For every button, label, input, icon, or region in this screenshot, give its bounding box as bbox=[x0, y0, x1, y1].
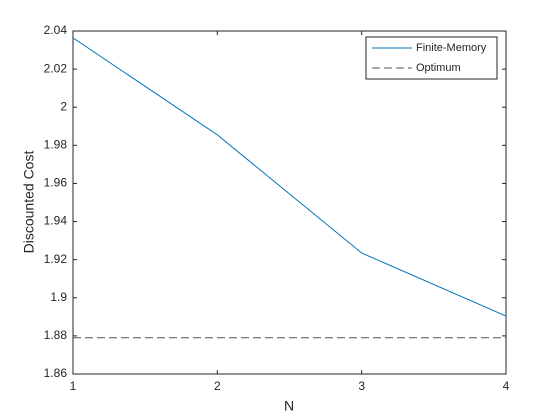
y-tick-label: 2 bbox=[60, 99, 67, 113]
y-tick-label: 1.9 bbox=[50, 290, 67, 304]
x-axis-label: N bbox=[284, 398, 294, 414]
y-tick-label: 1.86 bbox=[44, 366, 68, 380]
y-tick-label: 1.92 bbox=[44, 252, 68, 266]
y-tick-label: 1.98 bbox=[44, 138, 68, 152]
y-tick-label: 1.88 bbox=[44, 328, 68, 342]
y-tick-label: 1.96 bbox=[44, 176, 68, 190]
plot-frame bbox=[72, 30, 507, 375]
y-tick-label: 1.94 bbox=[44, 214, 68, 228]
legend-box bbox=[365, 36, 498, 80]
x-tick-label: 3 bbox=[358, 379, 365, 393]
x-tick-label: 2 bbox=[214, 379, 221, 393]
x-tick-label: 1 bbox=[70, 379, 77, 393]
series-line bbox=[72, 37, 507, 317]
legend-label: Finite-Memory bbox=[416, 42, 487, 54]
y-tick-label: 2.04 bbox=[44, 23, 68, 37]
y-axis-label: Discounted Cost bbox=[21, 151, 37, 254]
y-tick-label: 2.02 bbox=[44, 61, 68, 75]
x-tick-label: 4 bbox=[503, 379, 510, 393]
legend-label: Optimum bbox=[416, 62, 461, 74]
